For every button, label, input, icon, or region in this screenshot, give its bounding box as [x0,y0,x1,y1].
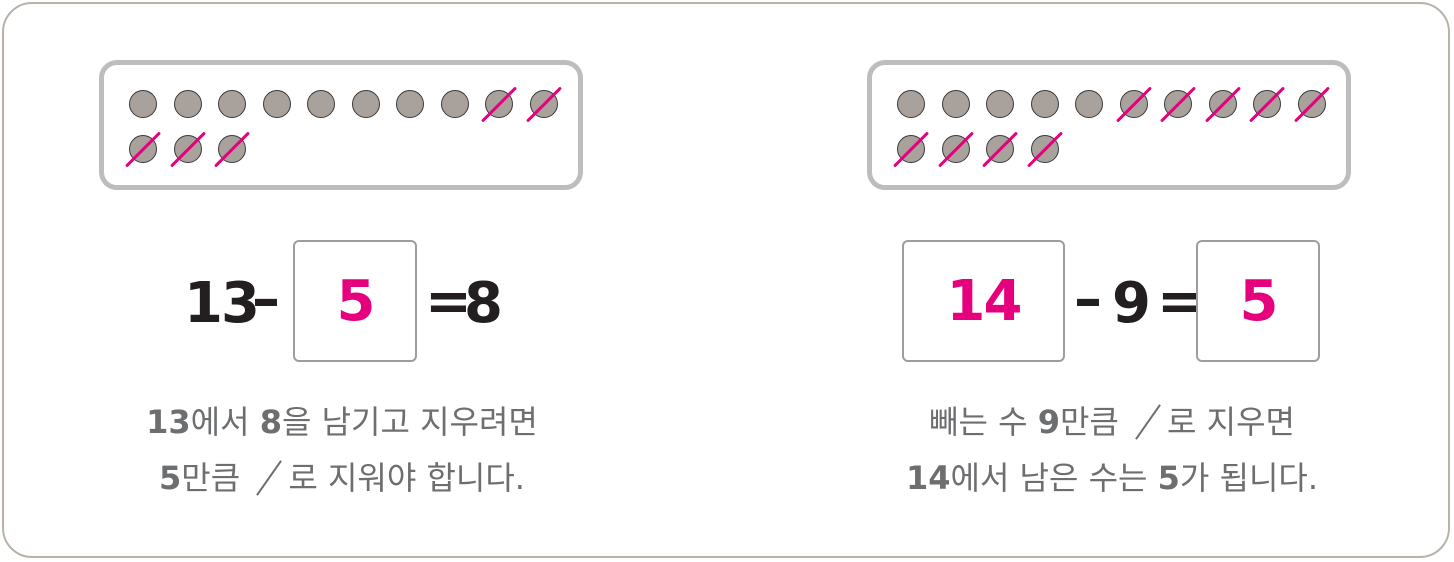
slash-mark-icon [256,459,282,495]
counter-dot [897,90,925,118]
text-segment: 만큼 [1059,403,1130,441]
right-dot-box [867,60,1351,190]
number-9: 9 [1037,403,1060,441]
slash-mark-icon [1135,403,1161,439]
left-dot-box [99,60,583,190]
text-segment: 로 지워야 합니다. [288,459,525,497]
left-answer-box[interactable]: 5 [293,240,417,362]
number-14: 14 [905,459,951,497]
counter-dot [941,90,970,118]
right-equation-minus: – [1074,267,1102,332]
number-5: 5 [1157,459,1180,497]
number-13: 13 [146,403,191,441]
right-answer-box-minuend[interactable]: 14 [902,240,1065,362]
left-equation-equals: = [425,269,472,334]
counter-dot [1030,90,1059,118]
left-equation-result: 8 [464,271,503,336]
counter-dot [173,90,202,118]
right-explanation-line2: 14에서 남은 수는 5가 됩니다. [832,450,1392,506]
right-explanation-line1: 빼는 수 9만큼 로 지우면 [832,394,1392,450]
number-8: 8 [259,403,282,441]
counter-dot [307,90,335,118]
right-equation-subtrahend: 9 [1112,271,1151,336]
counter-dot [396,90,424,118]
left-equation-minus: – [252,267,280,332]
right-answer-result-value: 5 [1239,268,1279,334]
number-5: 5 [159,459,182,497]
right-answer-box-result[interactable]: 5 [1196,240,1320,362]
text-segment: 을 남기고 지우려면 [281,403,538,441]
counter-dot [986,90,1014,118]
text-segment: 로 지우면 [1167,403,1295,441]
right-explanation: 빼는 수 9만큼 로 지우면 14에서 남은 수는 5가 됩니다. [832,394,1392,506]
counter-dot [129,90,157,118]
left-equation-minuend: 13 [184,271,260,336]
counter-dot [262,90,291,118]
counter-dot [1075,90,1103,118]
text-segment: 만큼 [181,459,251,497]
counter-dot [351,90,380,118]
counter-dot [218,90,246,118]
counter-dot [440,90,469,118]
text-segment: 빼는 수 [929,403,1038,441]
right-answer-minuend-value: 14 [946,268,1023,334]
text-segment: 가 됩니다. [1179,459,1319,497]
left-explanation-line1: 13에서 8을 남기고 지우려면 [62,394,622,450]
left-answer-value: 5 [336,268,376,334]
left-explanation: 13에서 8을 남기고 지우려면 5만큼 로 지워야 합니다. [62,394,622,506]
left-explanation-line2: 5만큼 로 지워야 합니다. [62,450,622,506]
text-segment: 에서 [190,403,260,441]
text-segment: 에서 남은 수는 [950,459,1158,497]
